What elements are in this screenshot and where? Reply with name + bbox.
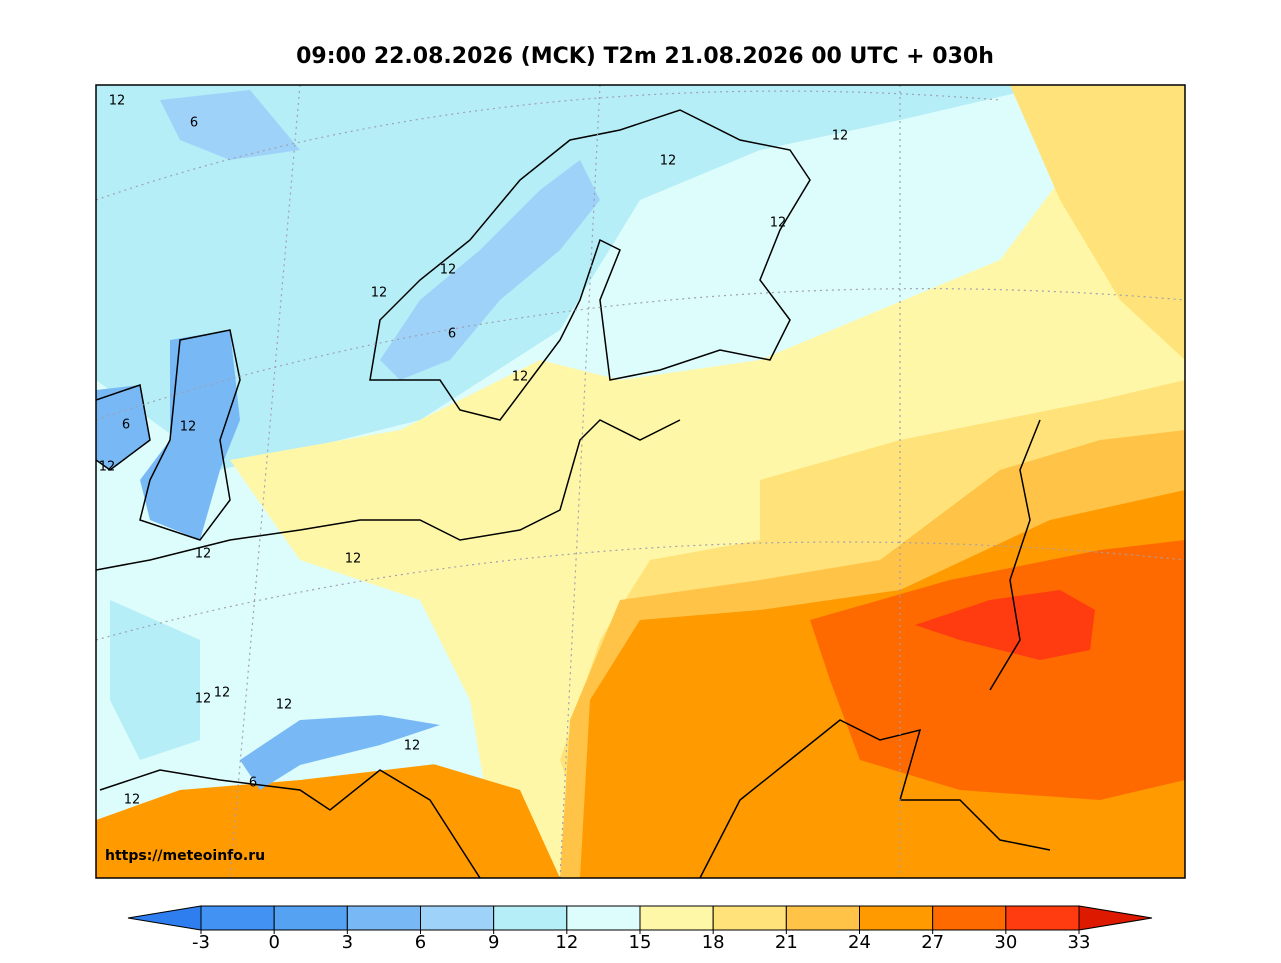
contour-label: 12 bbox=[195, 692, 212, 707]
colorbar-tick-label: 21 bbox=[775, 932, 798, 953]
graticule bbox=[96, 85, 1185, 878]
contour-label: 12 bbox=[832, 129, 849, 144]
contour-label: 12 bbox=[404, 739, 421, 754]
colorbar-segment bbox=[712, 905, 787, 931]
colorbar-tick-label: 0 bbox=[268, 932, 279, 953]
colorbar-extend-low bbox=[127, 905, 202, 931]
map: 12 6 12 12 12 12 12 6 12 6 12 12 12 12 1… bbox=[96, 85, 1185, 878]
colorbar-segment bbox=[859, 905, 934, 931]
contour-label: 12 bbox=[276, 698, 293, 713]
contour-label: 12 bbox=[512, 370, 529, 385]
britain bbox=[140, 330, 240, 540]
colorbar-segment bbox=[566, 905, 641, 931]
colorbar-segment bbox=[639, 905, 714, 931]
coastlines bbox=[96, 109, 1051, 878]
contour-label: 12 bbox=[440, 263, 457, 278]
contour-label: 12 bbox=[770, 216, 787, 231]
zone-18-21-north bbox=[1010, 85, 1185, 360]
colorbar-tick-label: -3 bbox=[192, 932, 210, 953]
scandes bbox=[380, 160, 600, 380]
colorbar-tick-label: 30 bbox=[994, 932, 1017, 953]
contour-label: 6 bbox=[122, 418, 130, 433]
contour-label: 12 bbox=[99, 460, 116, 475]
zone-south bbox=[96, 760, 560, 878]
alps bbox=[240, 715, 440, 790]
colorbar-segment bbox=[273, 905, 348, 931]
contour-label: 6 bbox=[448, 327, 456, 342]
title: 09:00 22.08.2026 (MCK) T2m 21.08.2026 00… bbox=[296, 44, 994, 69]
contour-labels: 12 6 12 12 12 12 12 6 12 6 12 12 12 12 1… bbox=[99, 94, 849, 808]
zone-27-30 bbox=[810, 540, 1185, 800]
contour-label: 12 bbox=[195, 547, 212, 562]
contour-label: 6 bbox=[190, 116, 198, 131]
contour-label: 12 bbox=[180, 420, 197, 435]
colorbar-tick-label: 33 bbox=[1068, 932, 1091, 953]
zone-30-33 bbox=[915, 590, 1095, 660]
colorbar-segment bbox=[932, 905, 1007, 931]
contour-label: 12 bbox=[660, 154, 677, 169]
colorbar-segment bbox=[785, 905, 860, 931]
iceland bbox=[160, 90, 300, 160]
colorbar-tick-label: 24 bbox=[848, 932, 871, 953]
contour-label: 12 bbox=[371, 286, 388, 301]
colorbar-segment bbox=[493, 905, 568, 931]
colorbar-tick-label: 12 bbox=[555, 932, 578, 953]
colorbar-tick-label: 15 bbox=[629, 932, 652, 953]
contour-label: 6 bbox=[249, 776, 257, 791]
contour-label: 12 bbox=[124, 793, 141, 808]
colorbar-extend-high bbox=[1078, 905, 1153, 931]
contour-label: 12 bbox=[109, 94, 126, 109]
zone-west-cool bbox=[110, 600, 200, 760]
watermark: https://meteoinfo.ru bbox=[105, 848, 265, 864]
colorbar: -3 0 3 6 9 12 15 18 21 24 27 30 33 bbox=[127, 905, 1153, 953]
colorbar-segment bbox=[346, 905, 422, 931]
map-frame bbox=[95, 84, 1186, 879]
colorbar-segment bbox=[420, 905, 495, 931]
colorbar-tick-label: 9 bbox=[488, 932, 499, 953]
colorbar-segment bbox=[1005, 905, 1080, 931]
colorbar-tick-label: 6 bbox=[415, 932, 426, 953]
contour-label: 12 bbox=[345, 552, 362, 567]
colorbar-tick-label: 18 bbox=[702, 932, 725, 953]
colorbar-tick-label: 3 bbox=[342, 932, 353, 953]
colorbar-tick-label: 27 bbox=[921, 932, 944, 953]
contour-label: 12 bbox=[214, 686, 231, 701]
colorbar-segment bbox=[200, 905, 275, 931]
